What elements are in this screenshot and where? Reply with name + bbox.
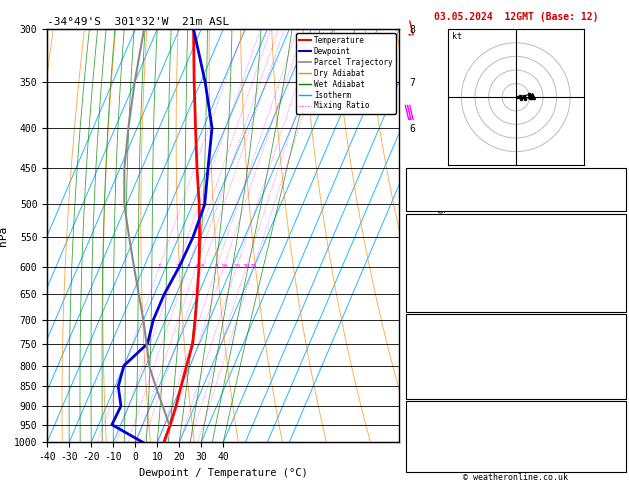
Text: 0: 0 [618,385,623,394]
Text: 0: 0 [618,371,623,380]
Text: CIN (J): CIN (J) [408,298,446,307]
Text: 7.8: 7.8 [607,230,623,239]
Text: CAPE (J): CAPE (J) [408,371,451,380]
Text: 750: 750 [607,330,623,339]
Text: 25: 25 [250,264,257,270]
Text: CIN (J): CIN (J) [408,385,446,394]
Text: -34°49'S  301°32'W  21m ASL: -34°49'S 301°32'W 21m ASL [47,17,230,27]
Text: -28: -28 [607,170,623,179]
Text: Hodograph: Hodograph [492,404,540,413]
Text: -20: -20 [607,417,623,426]
Text: Surface: Surface [497,216,535,225]
Text: Lifted Index: Lifted Index [408,358,473,366]
Text: Mixing Ratio (g/kg): Mixing Ratio (g/kg) [437,188,446,283]
Text: Most Unstable: Most Unstable [481,317,551,326]
Text: PW (cm): PW (cm) [408,197,446,206]
Text: 20: 20 [242,264,250,270]
Text: kt: kt [452,32,462,41]
Text: 03.05.2024  12GMT (Base: 12): 03.05.2024 12GMT (Base: 12) [433,12,598,22]
Text: 89: 89 [613,431,623,440]
Text: Totals Totals: Totals Totals [408,184,478,192]
Y-axis label: hPa: hPa [0,226,8,246]
Text: 10: 10 [220,264,228,270]
Text: 3.4: 3.4 [607,243,623,252]
Text: 0.72: 0.72 [602,197,623,206]
Legend: Temperature, Dewpoint, Parcel Trajectory, Dry Adiabat, Wet Adiabat, Isotherm, Mi: Temperature, Dewpoint, Parcel Trajectory… [296,33,396,114]
Text: 289°: 289° [602,445,623,453]
Text: EH: EH [408,417,419,426]
Text: © weatheronline.co.uk: © weatheronline.co.uk [464,473,568,482]
Text: StmSpd (kt): StmSpd (kt) [408,458,467,467]
Text: θₑ(K): θₑ(K) [408,257,435,266]
Y-axis label: km
ASL: km ASL [435,225,452,246]
Text: 18: 18 [613,271,623,279]
Text: 2: 2 [175,264,179,270]
Text: Dewp (°C): Dewp (°C) [408,243,457,252]
Text: 5: 5 [201,264,204,270]
Text: K: K [408,170,414,179]
Text: CAPE (J): CAPE (J) [408,284,451,293]
Text: 4: 4 [194,264,198,270]
Text: 27: 27 [613,358,623,366]
Text: 299: 299 [607,344,623,353]
Text: 0: 0 [618,298,623,307]
Text: Temp (°C): Temp (°C) [408,230,457,239]
Text: SREH: SREH [408,431,430,440]
Text: 21: 21 [613,184,623,192]
Text: 29: 29 [613,458,623,467]
Text: 15: 15 [233,264,240,270]
Text: Lifted Index: Lifted Index [408,271,473,279]
Text: 293: 293 [607,257,623,266]
Text: 3: 3 [186,264,190,270]
Text: 1: 1 [157,264,161,270]
Text: 0: 0 [618,284,623,293]
Text: Pressure (mb): Pressure (mb) [408,330,478,339]
X-axis label: Dewpoint / Temperature (°C): Dewpoint / Temperature (°C) [139,468,308,478]
Text: 8: 8 [215,264,219,270]
Text: StmDir: StmDir [408,445,440,453]
Text: θₑ (K): θₑ (K) [408,344,440,353]
